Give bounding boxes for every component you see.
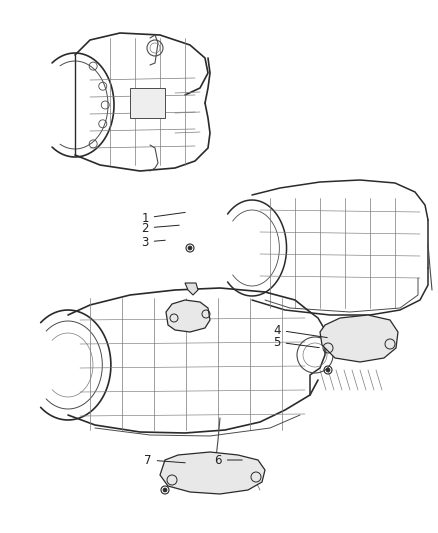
- Text: 5: 5: [273, 335, 319, 349]
- Text: 4: 4: [273, 324, 327, 337]
- Text: 2: 2: [141, 222, 179, 235]
- Polygon shape: [160, 452, 265, 494]
- Polygon shape: [166, 300, 210, 332]
- Text: 1: 1: [141, 212, 185, 224]
- Polygon shape: [130, 88, 165, 118]
- Circle shape: [188, 246, 192, 250]
- Circle shape: [163, 488, 167, 492]
- Polygon shape: [320, 315, 398, 362]
- Text: 3: 3: [141, 236, 165, 248]
- Text: 7: 7: [144, 454, 185, 466]
- Polygon shape: [185, 283, 198, 295]
- Circle shape: [326, 368, 330, 372]
- Text: 6: 6: [214, 454, 242, 466]
